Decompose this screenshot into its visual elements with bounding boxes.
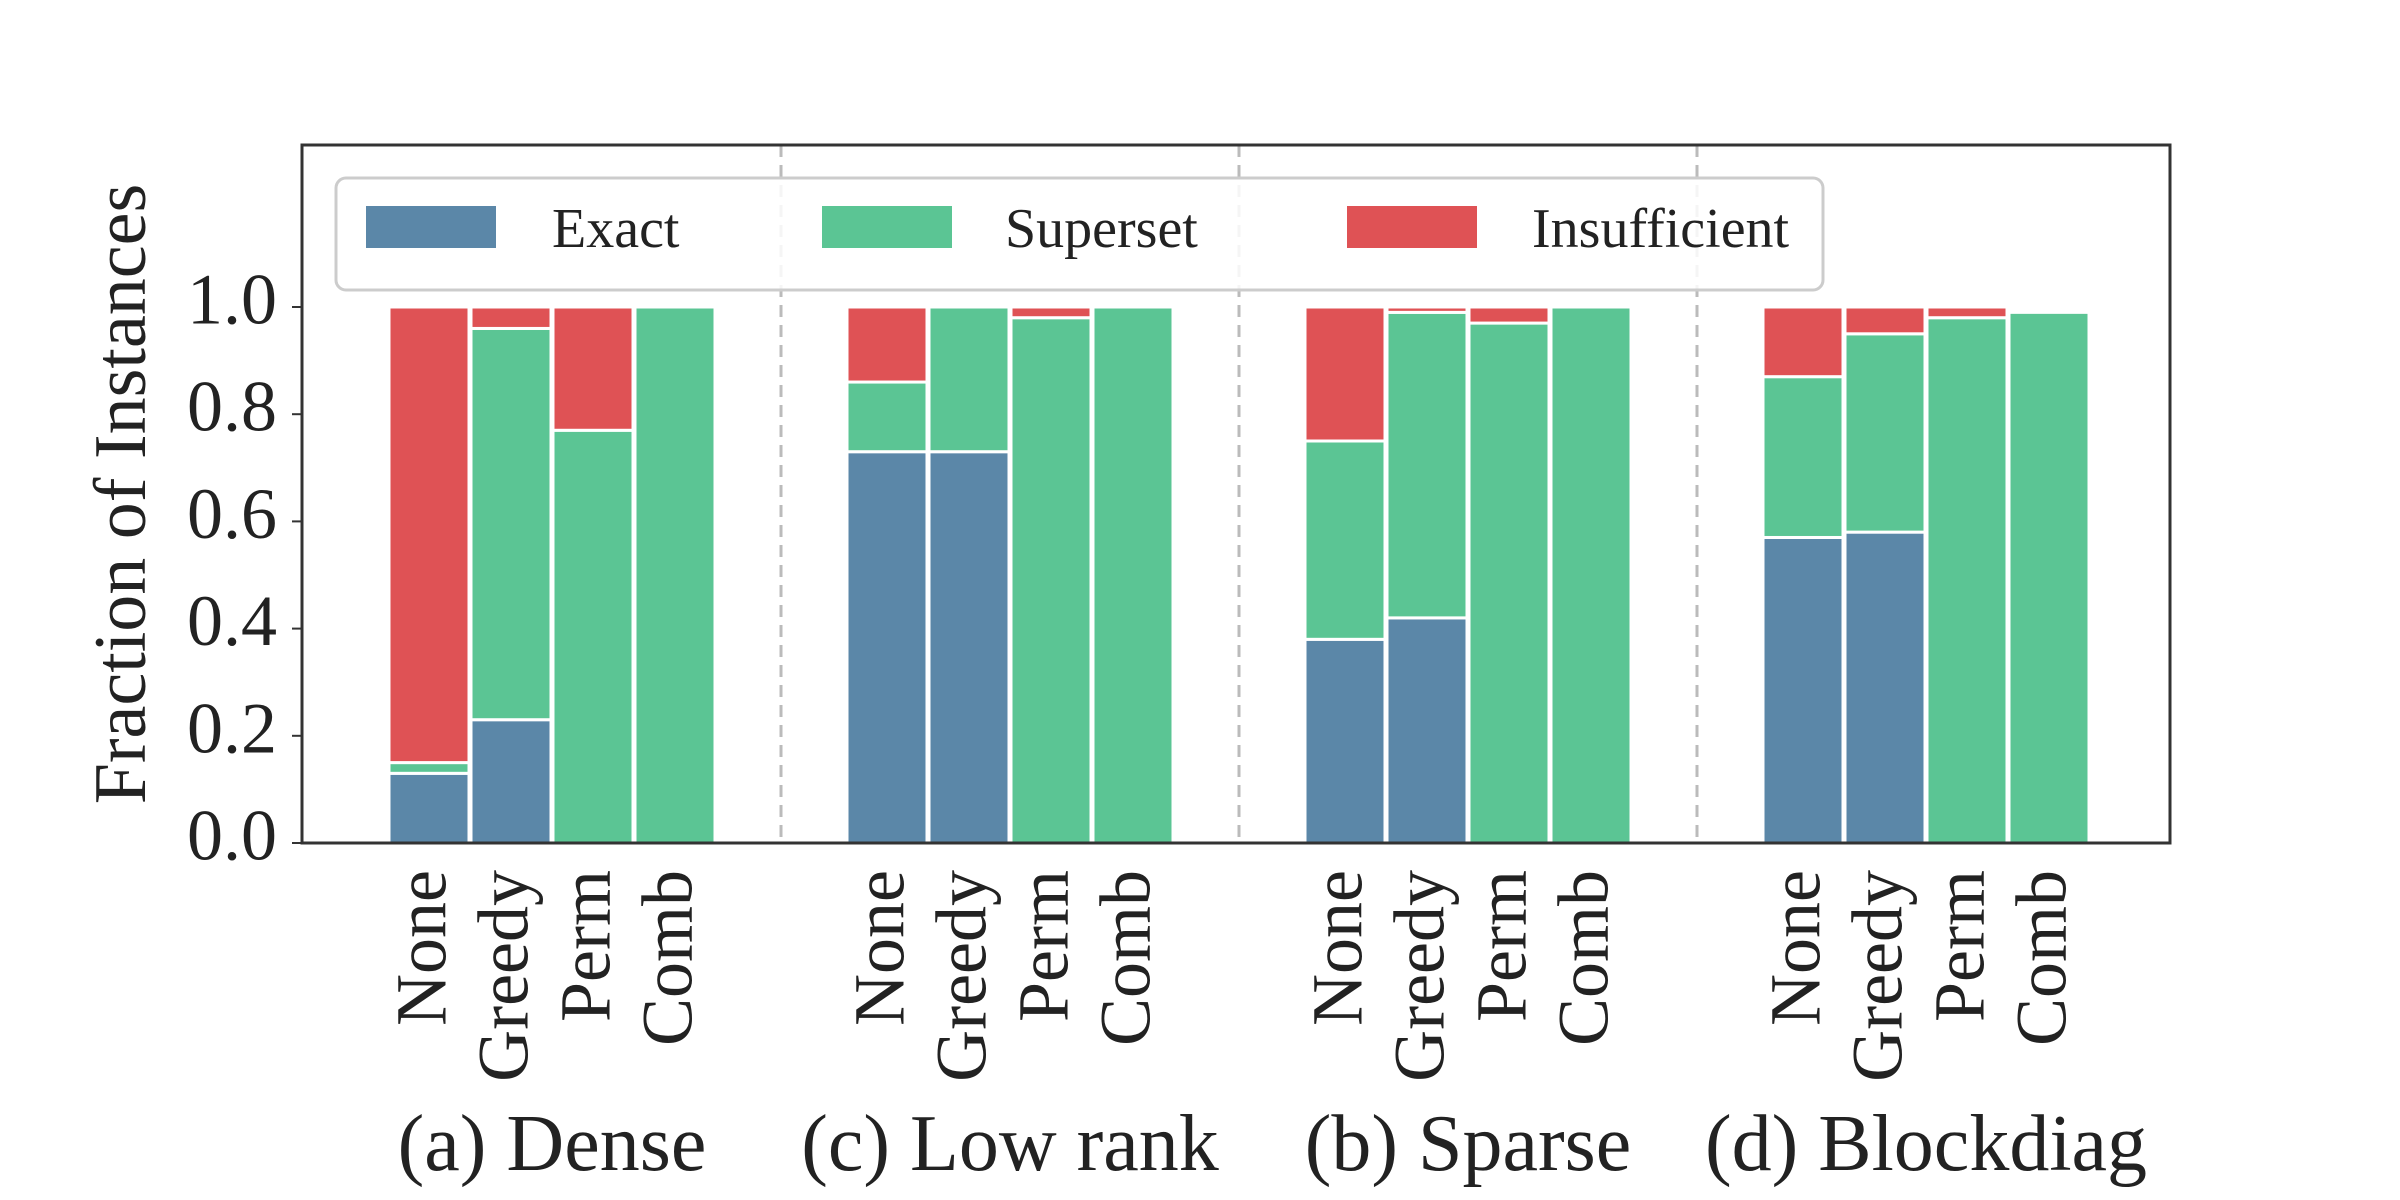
- y-tick-label: 0.2: [187, 688, 277, 768]
- y-axis-title: Fraction of Instances: [80, 184, 162, 805]
- bar-segment-insufficient: [1303, 305, 1387, 443]
- y-tick-label: 0.6: [187, 474, 277, 554]
- bar-segment-superset: [1385, 310, 1469, 620]
- bar-segment-insufficient: [1009, 305, 1093, 320]
- bar-segment-insufficient: [1843, 305, 1927, 336]
- bar-segment-insufficient: [1467, 305, 1551, 325]
- x-tick-label: Greedy: [922, 870, 1002, 1082]
- group-label: (d) Blockdiag: [1705, 1100, 2147, 1188]
- bar-segment-insufficient: [1761, 305, 1845, 379]
- group-separators: [779, 145, 1699, 843]
- bar-segment-exact: [1761, 535, 1845, 845]
- x-axis: None Greedy Perm Comb None Greedy Perm Comb None…: [382, 870, 2082, 1082]
- x-tick-label: Perm: [1004, 870, 1084, 1022]
- bar-segment-superset: [1091, 305, 1175, 845]
- x-tick-label: Greedy: [1380, 870, 1460, 1082]
- group-label: (b) Sparse: [1305, 1100, 1632, 1188]
- group-labels: (a) Dense (c) Low rank (b) Sparse (d) Block…: [398, 1100, 2147, 1188]
- bar-segment-insufficient: [469, 305, 553, 330]
- bar-segment-superset: [1009, 316, 1093, 845]
- bar-segment-superset: [2007, 310, 2091, 845]
- bar-segment-exact: [845, 450, 929, 845]
- bar-segment-superset: [387, 761, 471, 775]
- bar-segment-exact: [1843, 530, 1927, 845]
- y-axis: 0.0 0.2 0.4 0.6 0.8 1.0: [187, 260, 302, 876]
- legend-label-superset: Superset: [1005, 198, 1198, 260]
- x-tick-label: None: [1756, 870, 1836, 1026]
- y-tick-label: 0.8: [187, 367, 277, 447]
- legend-swatch-superset: [822, 206, 952, 248]
- bar-segment-superset: [845, 380, 929, 454]
- bar-segment-exact: [469, 718, 553, 845]
- x-tick-label: Comb: [628, 870, 708, 1046]
- legend: Exact Superset Insufficient: [334, 176, 1825, 292]
- bar-segment-insufficient: [551, 305, 635, 432]
- bar-segment-superset: [1303, 439, 1387, 641]
- x-tick-label: Perm: [1462, 870, 1542, 1022]
- bar-segment-superset: [1761, 375, 1845, 539]
- x-tick-label: None: [382, 870, 462, 1026]
- group-label: (a) Dense: [398, 1100, 707, 1188]
- bar-segment-exact: [1385, 616, 1469, 845]
- x-tick-label: Perm: [546, 870, 626, 1022]
- x-tick-label: Perm: [1920, 870, 2000, 1022]
- bar-segment-superset: [469, 326, 553, 722]
- y-tick-label: 1.0: [187, 260, 277, 340]
- y-tick-label: 0.0: [187, 796, 277, 876]
- bar-segment-superset: [1467, 321, 1551, 845]
- x-tick-label: Comb: [2002, 870, 2082, 1046]
- x-tick-label: Comb: [1544, 870, 1624, 1046]
- bar-segment-superset: [551, 428, 635, 845]
- bar-segment-superset: [1925, 316, 2009, 845]
- bar-segment-exact: [387, 771, 471, 845]
- bar-segment-insufficient: [387, 305, 471, 765]
- x-tick-label: Comb: [1086, 870, 1166, 1046]
- bar-segment-superset: [1843, 332, 1927, 534]
- bar-segment-insufficient: [1385, 305, 1469, 314]
- bar-segment-superset: [1549, 305, 1633, 845]
- legend-label-exact: Exact: [552, 198, 680, 260]
- legend-entries: Exact Superset Insufficient: [366, 198, 1790, 260]
- x-tick-label: Greedy: [1838, 870, 1918, 1082]
- bar-segment-exact: [927, 450, 1011, 845]
- x-tick-label: None: [1298, 870, 1378, 1026]
- legend-label-insufficient: Insufficient: [1532, 198, 1790, 260]
- bar-segment-superset: [927, 305, 1011, 454]
- bar-segment-insufficient: [845, 305, 929, 384]
- plot-frame: [300, 143, 2172, 845]
- legend-swatch-exact: [366, 206, 496, 248]
- legend-swatch-insufficient: [1347, 206, 1477, 248]
- x-tick-label: None: [840, 870, 920, 1026]
- bar-segment-insufficient: [1925, 305, 2009, 320]
- group-label: (c) Low rank: [801, 1100, 1219, 1188]
- x-tick-label: Greedy: [464, 870, 544, 1082]
- bar-segment-exact: [1303, 637, 1387, 845]
- bar-segment-superset: [633, 305, 717, 845]
- y-tick-label: 0.4: [187, 581, 277, 661]
